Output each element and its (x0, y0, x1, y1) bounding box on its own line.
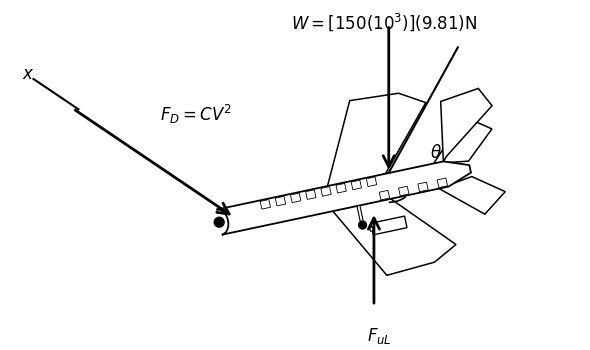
Polygon shape (276, 196, 286, 206)
Polygon shape (217, 161, 471, 235)
Polygon shape (371, 216, 407, 235)
Polygon shape (437, 178, 448, 188)
Polygon shape (357, 205, 363, 223)
Polygon shape (260, 199, 270, 209)
Polygon shape (332, 199, 456, 275)
Text: $W = [150(10^3)](9.81)\mathrm{N}$: $W = [150(10^3)](9.81)\mathrm{N}$ (291, 12, 477, 34)
Polygon shape (418, 182, 428, 192)
Text: $F_{uL}$: $F_{uL}$ (366, 326, 391, 346)
Polygon shape (366, 177, 376, 187)
Polygon shape (369, 227, 373, 231)
Polygon shape (399, 186, 409, 196)
Polygon shape (351, 180, 362, 190)
Polygon shape (439, 176, 505, 214)
Polygon shape (336, 183, 346, 193)
Polygon shape (290, 193, 301, 203)
Circle shape (359, 221, 366, 229)
Polygon shape (306, 190, 316, 200)
Polygon shape (379, 190, 389, 200)
Polygon shape (321, 187, 331, 196)
Text: $F_D = CV^2$: $F_D = CV^2$ (160, 103, 232, 126)
Polygon shape (441, 89, 492, 161)
Text: $x$: $x$ (22, 65, 34, 83)
Polygon shape (327, 93, 426, 191)
Text: $\theta$: $\theta$ (430, 144, 442, 162)
Circle shape (214, 217, 224, 227)
Polygon shape (434, 117, 492, 163)
